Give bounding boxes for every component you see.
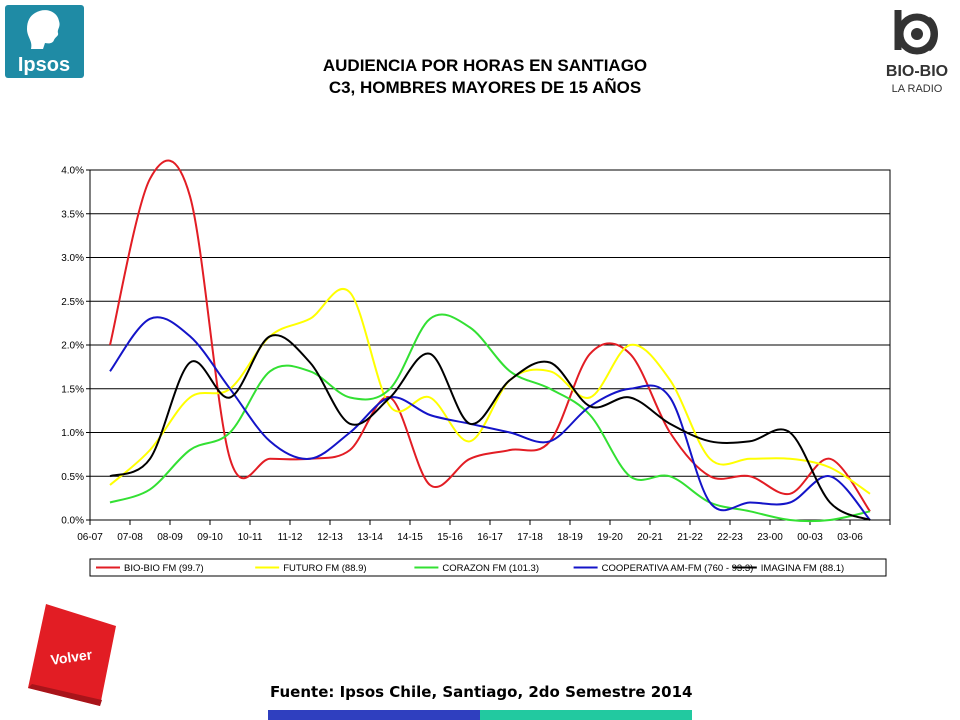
series-line-3 [109, 316, 871, 521]
x-tick-label: 18-19 [557, 532, 583, 543]
page-title: AUDIENCIA POR HORAS EN SANTIAGO C3, HOMB… [200, 55, 770, 99]
legend-label: CORAZON FM (101.3) [442, 563, 539, 574]
y-tick-label: 2.0% [61, 341, 84, 352]
bottom-bar-teal [480, 710, 692, 720]
ipsos-logo-text: Ipsos [18, 54, 70, 76]
legend-label: FUTURO FM (88.9) [283, 563, 366, 574]
source-note: Fuente: Ipsos Chile, Santiago, 2do Semes… [270, 683, 693, 701]
series-line-1 [109, 288, 871, 495]
x-tick-label: 23-00 [757, 532, 783, 543]
y-tick-label: 3.5% [61, 209, 84, 220]
x-tick-label: 09-10 [197, 532, 223, 543]
x-tick-label: 13-14 [357, 532, 383, 543]
y-tick-label: 3.0% [61, 253, 84, 264]
y-tick-label: 0.0% [61, 516, 84, 527]
series-line-2 [109, 313, 871, 523]
x-tick-label: 03-06 [837, 532, 863, 543]
ipsos-logo: Ipsos [5, 5, 84, 78]
x-tick-label: 21-22 [677, 532, 703, 543]
biobio-logo-text: BIO-BIO [886, 63, 948, 80]
y-tick-label: 0.5% [61, 472, 84, 483]
volver-button[interactable]: Volver [20, 600, 120, 710]
x-tick-label: 16-17 [477, 532, 503, 543]
legend-label: IMAGINA FM (88.1) [761, 563, 844, 574]
title-line-2: C3, HOMBRES MAYORES DE 15 AÑOS [328, 78, 642, 97]
bottom-bar-blue [268, 710, 480, 720]
legend-label: COOPERATIVA AM-FM (760 - 93.3) [602, 563, 754, 574]
x-tick-label: 14-15 [397, 532, 423, 543]
series-line-0 [109, 159, 871, 512]
y-tick-label: 1.0% [61, 428, 84, 439]
volver-button-shape [28, 604, 116, 706]
volver-button-label[interactable]: Volver [50, 646, 94, 668]
x-tick-label: 22-23 [717, 532, 743, 543]
series-line-4 [109, 334, 871, 521]
y-tick-label: 1.5% [61, 384, 84, 395]
x-tick-label: 10-11 [238, 532, 263, 543]
x-tick-label: 15-16 [437, 532, 463, 543]
biobio-logo: BIO-BIO LA RADIO [886, 10, 948, 95]
x-tick-label: 12-13 [317, 532, 343, 543]
x-tick-label: 00-03 [797, 532, 823, 543]
x-tick-label: 19-20 [597, 532, 623, 543]
x-tick-label: 17-18 [517, 532, 543, 543]
title-line-1: AUDIENCIA POR HORAS EN SANTIAGO [322, 56, 648, 75]
biobio-logo-subtext: LA RADIO [892, 83, 943, 95]
x-tick-label: 07-08 [117, 532, 143, 543]
chart-legend [89, 558, 887, 577]
x-tick-label: 06-07 [77, 532, 103, 543]
biobio-radio-icon [894, 10, 938, 55]
y-tick-label: 2.5% [61, 297, 84, 308]
x-tick-label: 11-12 [278, 532, 303, 543]
x-tick-label: 20-21 [637, 532, 663, 543]
y-tick-label: 4.0% [61, 166, 84, 177]
ipsos-face-icon [27, 10, 60, 49]
legend-label: BIO-BIO FM (99.7) [124, 563, 204, 574]
x-tick-label: 08-09 [157, 532, 183, 543]
